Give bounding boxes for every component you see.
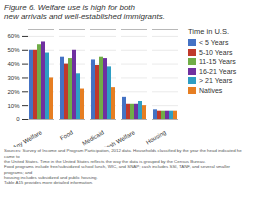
svg-text:10%: 10% [7,103,20,109]
html-text:16-21 Years: 16-21 Years [199,67,237,75]
html-text:Time in U.S.: Time in U.S. [188,27,229,37]
svg-text:Cash Welfare: Cash Welfare [102,129,137,147]
html-text:5-10 Years: 5-10 Years [199,48,233,56]
svg-text:60%: 60% [7,34,20,40]
html-text:11-15 Years: 11-15 Years [199,58,236,66]
svg-text:30%: 30% [7,75,20,81]
html-text:< 5 Years: < 5 Years [199,39,229,47]
svg-text:Food: Food [59,130,74,142]
svg-text:50%: 50% [7,48,20,54]
svg-text:Medicaid: Medicaid [81,130,105,147]
html-text:> 21 Years: > 21 Years [199,77,233,85]
svg-text:20%: 20% [7,89,20,95]
html-text:Sources: Survey of Income and: Sources: Survey of Income and Program Pa… [4,148,242,186]
svg-text:40%: 40% [7,61,20,67]
svg-text:Housing: Housing [145,130,167,146]
svg-text:Any Welfare: Any Welfare [12,129,44,147]
svg-text:0: 0 [16,117,20,123]
html-text:Figure 6. Welfare use is high: Figure 6. Welfare use is high for both n… [4,3,165,22]
html-text:Natives: Natives [199,86,223,94]
